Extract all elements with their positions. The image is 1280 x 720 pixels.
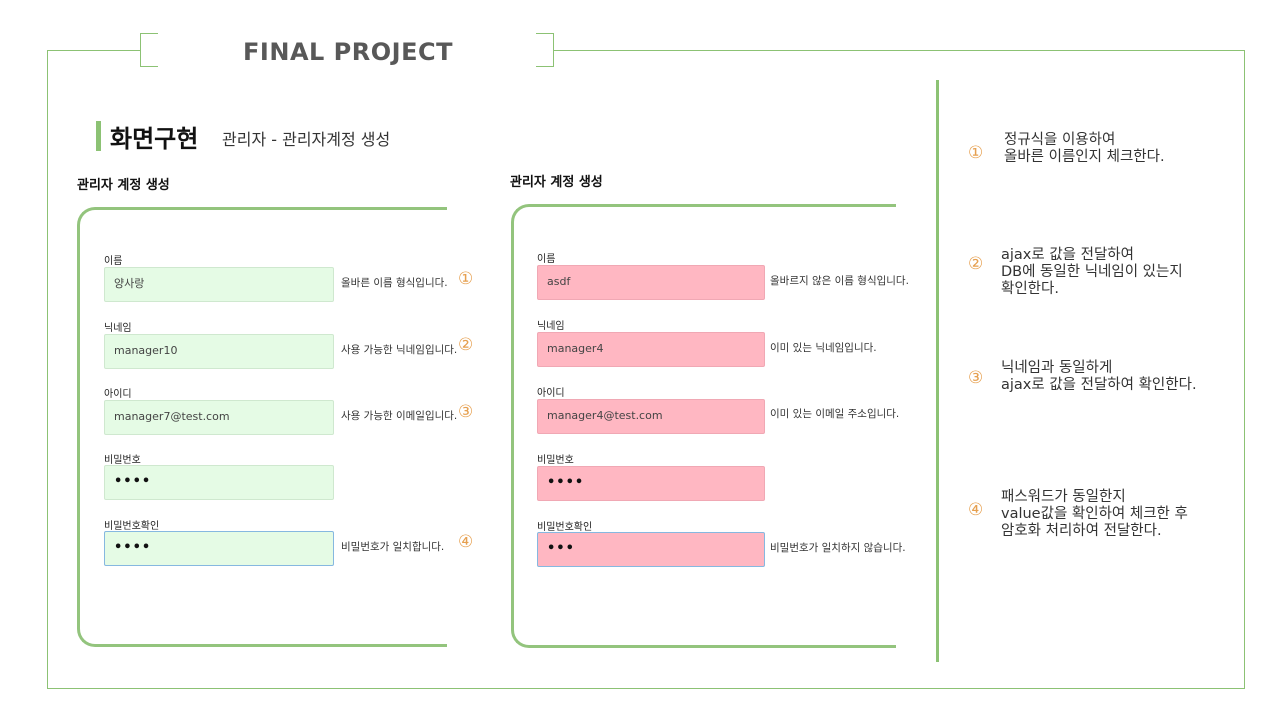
section-accent-bar [96, 121, 101, 151]
left-password-label: 비밀번호 [104, 455, 141, 466]
right-id-input[interactable]: manager4@test.com [537, 399, 765, 434]
section-title: 화면구현 [110, 125, 199, 153]
right-name-message: 올바르지 않은 이름 형식입니다. [770, 275, 909, 287]
title-bracket-left [140, 33, 158, 67]
left-password-confirm-message: 비밀번호가 일치합니다. [341, 541, 445, 553]
vertical-divider [936, 80, 939, 662]
right-password-confirm-message: 비밀번호가 일치하지 않습니다. [770, 542, 906, 554]
left-nickname-message: 사용 가능한 닉네임입니다. [341, 344, 458, 356]
left-id-marker: ③ [458, 402, 474, 422]
left-password-confirm-input[interactable]: •••• [104, 531, 334, 566]
note-2-text: ajax로 값을 전달하여 DB에 동일한 닉네임이 있는지 확인한다. [1001, 247, 1183, 297]
right-password-input[interactable]: •••• [537, 466, 765, 501]
title-gap [140, 40, 554, 62]
right-id-label: 아이디 [537, 388, 565, 399]
left-id-input[interactable]: manager7@test.com [104, 400, 334, 435]
left-nickname-marker: ② [458, 335, 474, 355]
note-1-text: 정규식을 이용하여 올바른 이름인지 체크한다. [1004, 132, 1165, 165]
right-nickname-message: 이미 있는 닉네임입니다. [770, 342, 877, 354]
right-panel-title: 관리자 계정 생성 [510, 175, 603, 190]
left-panel-title: 관리자 계정 생성 [77, 178, 170, 193]
right-password-confirm-input[interactable]: ••• [537, 532, 765, 567]
left-id-label: 아이디 [104, 389, 132, 400]
project-title: FINAL PROJECT [243, 38, 453, 66]
left-password-confirm-label: 비밀번호확인 [104, 521, 160, 532]
left-password-input[interactable]: •••• [104, 465, 334, 500]
note-3-text: 닉네임과 동일하게 ajax로 값을 전달하여 확인한다. [1001, 360, 1197, 393]
note-1-marker: ① [968, 143, 984, 163]
right-nickname-input[interactable]: manager4 [537, 332, 765, 367]
left-name-label: 이름 [104, 256, 123, 267]
left-name-input[interactable]: 양사랑 [104, 267, 334, 302]
right-nickname-label: 닉네임 [537, 321, 565, 332]
note-4-text: 패스워드가 동일한지 value값을 확인하여 체크한 후 암호화 처리하여 전… [1001, 489, 1188, 539]
left-id-message: 사용 가능한 이메일입니다. [341, 410, 458, 422]
left-name-marker: ① [458, 269, 474, 289]
slide-frame [47, 50, 1245, 689]
left-password-confirm-marker: ④ [458, 532, 474, 552]
note-4-marker: ④ [968, 500, 984, 520]
title-bracket-right [536, 33, 554, 67]
right-password-label: 비밀번호 [537, 455, 574, 466]
section-subtitle: 관리자 - 관리자계정 생성 [222, 130, 391, 149]
right-name-label: 이름 [537, 254, 556, 265]
right-id-message: 이미 있는 이메일 주소입니다. [770, 408, 900, 420]
note-2-marker: ② [968, 254, 984, 274]
note-3-marker: ③ [968, 368, 984, 388]
left-name-message: 올바른 이름 형식입니다. [341, 277, 448, 289]
right-name-input[interactable]: asdf [537, 265, 765, 300]
right-password-confirm-label: 비밀번호확인 [537, 522, 593, 533]
left-nickname-input[interactable]: manager10 [104, 334, 334, 369]
left-nickname-label: 닉네임 [104, 323, 132, 334]
